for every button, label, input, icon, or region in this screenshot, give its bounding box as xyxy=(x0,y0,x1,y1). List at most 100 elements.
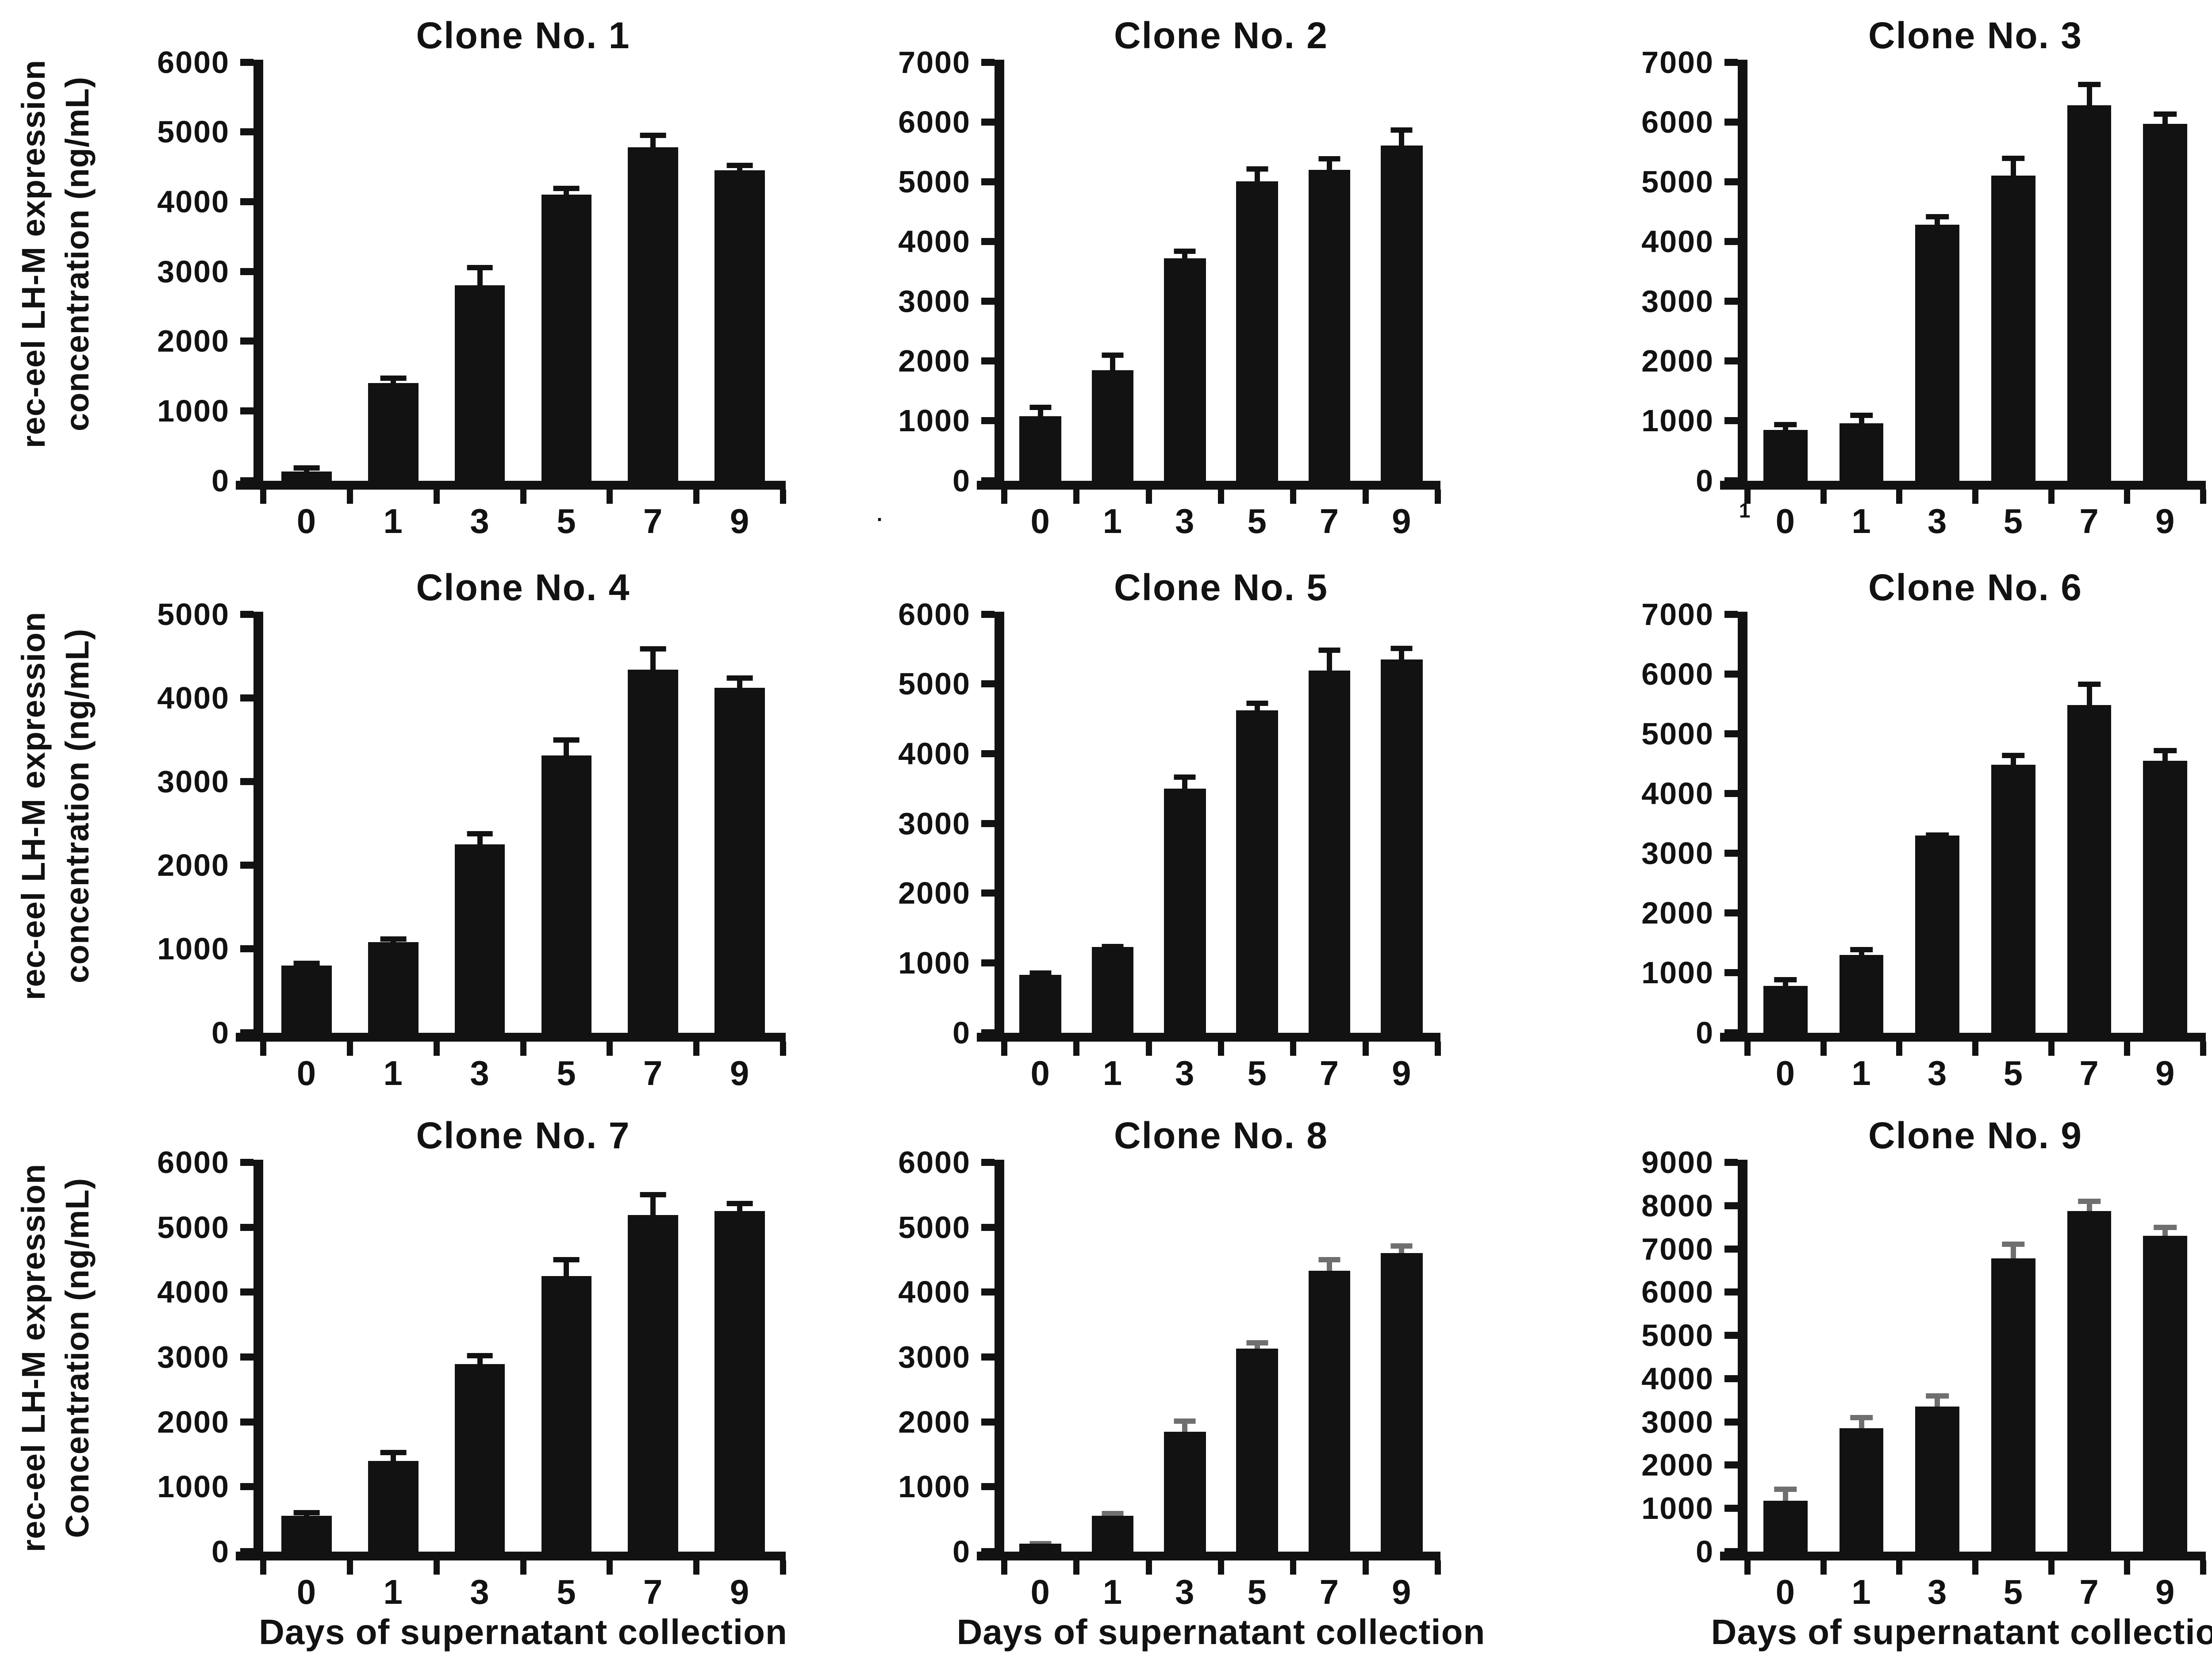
x-tick-label: 9 xyxy=(1392,1572,1412,1611)
y-tick xyxy=(981,298,995,305)
x-tick-label: 1 xyxy=(1851,501,1871,540)
x-tick xyxy=(1290,489,1297,504)
x-tick-label: 5 xyxy=(557,501,576,540)
y-axis-label-line: Concentration (ng/mL) xyxy=(59,1177,96,1538)
plot-area: 0 1000 2000 3000 4000 5000 6000 xyxy=(157,47,786,504)
chart-cell-clone-2: Clone No. 2 0 1000 2000 3000 4000 5000 6000 7000… xyxy=(795,0,1590,552)
x-tick xyxy=(693,489,700,504)
error-cap xyxy=(726,675,753,681)
y-tick xyxy=(1724,1505,1738,1512)
y-tick-label: 5000 xyxy=(157,115,230,150)
x-tick xyxy=(1820,489,1827,504)
bar-day-1 xyxy=(1839,954,1884,1033)
x-tick xyxy=(2048,489,2055,504)
x-tick-label: 7 xyxy=(2079,1053,2099,1092)
y-tick-label: 4000 xyxy=(898,1275,971,1310)
x-tick-label: 3 xyxy=(1927,501,1947,540)
x-tick xyxy=(1073,1041,1080,1056)
bar-day-1 xyxy=(1091,370,1134,481)
error-bar xyxy=(477,265,483,290)
y-tick xyxy=(981,238,995,245)
x-tick xyxy=(2124,1560,2131,1575)
y-tick xyxy=(1724,1548,1738,1555)
y-tick xyxy=(1724,1029,1738,1036)
x-tick-label: 3 xyxy=(1927,1053,1947,1092)
x-tick-label: 1 xyxy=(1851,1572,1871,1611)
y-tick-label: 2000 xyxy=(898,1404,971,1439)
y-tick xyxy=(981,1159,995,1166)
y-tick xyxy=(981,889,995,897)
x-tick xyxy=(260,489,266,504)
x-tick-labels: 0 1 3 5 7 9 xyxy=(263,1033,783,1104)
y-axis-label-text: rec-eel LH-M expression Concentration (ng… xyxy=(12,1164,99,1552)
chart-title: Clone No. 1 xyxy=(416,14,630,56)
chart-cell-clone-7: rec-eel LH-M expression Concentration (ng… xyxy=(0,1104,795,1656)
chart-title: Clone No. 5 xyxy=(1114,566,1329,608)
y-tick xyxy=(1724,357,1738,365)
y-tick xyxy=(981,178,995,185)
chart-cell-clone-1: rec-eel LH-M expression concentration (ng… xyxy=(0,0,795,552)
error-cap xyxy=(1246,701,1268,706)
bar-day-7 xyxy=(1308,671,1351,1033)
x-tick-label: 1 xyxy=(1102,1572,1123,1611)
x-tick xyxy=(693,1560,700,1575)
y-tick xyxy=(981,1353,995,1361)
error-cap xyxy=(2154,1224,2177,1230)
y-tick xyxy=(981,118,995,126)
x-tick xyxy=(1218,1041,1224,1056)
error-cap xyxy=(640,646,666,652)
error-cap xyxy=(293,960,320,966)
x-tick-label: 7 xyxy=(2079,501,2099,540)
x-tick xyxy=(1435,1560,1441,1575)
y-axis-spine xyxy=(995,611,1004,1042)
error-cap xyxy=(1390,645,1413,651)
x-tick xyxy=(2124,1041,2131,1056)
y-tick xyxy=(240,1353,253,1361)
error-cap xyxy=(1390,127,1413,133)
error-cap xyxy=(1318,1257,1340,1263)
x-tick xyxy=(780,489,786,504)
x-tick-label: 9 xyxy=(2155,1053,2175,1092)
x-tick xyxy=(433,1041,440,1056)
y-tick-label: 7000 xyxy=(1641,597,1714,632)
bar-day-1 xyxy=(1839,423,1884,481)
chart-cell-clone-3: Clone No. 3 0 1000 2000 3000 4000 5000 6000 7000… xyxy=(1590,0,2212,552)
bar-day-9 xyxy=(714,170,765,481)
bar-day-0 xyxy=(1019,416,1062,481)
bar-day-0 xyxy=(1019,1544,1062,1552)
bar-day-3 xyxy=(454,1364,505,1552)
x-tick-label: 0 xyxy=(296,501,317,540)
y-tick xyxy=(1724,850,1738,857)
y-tick-label: 1000 xyxy=(157,393,230,428)
y-tick-label: 5000 xyxy=(898,1210,971,1245)
bar-day-3 xyxy=(1164,1431,1206,1552)
x-tick-label: 7 xyxy=(643,1053,663,1092)
y-axis-spine xyxy=(995,1160,1004,1560)
x-tick xyxy=(260,1041,266,1056)
bar-day-7 xyxy=(1308,169,1351,481)
y-tick-label: 1000 xyxy=(898,1469,971,1504)
bar-day-1 xyxy=(1091,1516,1134,1552)
x-tick xyxy=(346,1041,353,1056)
y-tick xyxy=(981,750,995,758)
x-tick xyxy=(1896,489,1903,504)
bar-day-9 xyxy=(714,1211,765,1552)
error-cap xyxy=(467,831,493,836)
y-tick xyxy=(240,268,253,275)
x-tick xyxy=(1362,1041,1369,1056)
y-tick-label: 4000 xyxy=(1641,1361,1714,1396)
x-tick xyxy=(520,1560,526,1575)
bar-day-9 xyxy=(1380,1253,1423,1552)
y-tick-label: 4000 xyxy=(157,1275,230,1310)
error-cap xyxy=(2002,155,2025,161)
x-tick xyxy=(607,489,613,504)
x-tick-label: 5 xyxy=(1247,1572,1267,1611)
y-tick xyxy=(240,862,253,869)
x-axis-label: Days of supernatant collection xyxy=(956,1612,1486,1652)
error-cap xyxy=(1774,977,1797,982)
plot-area: 0 1000 2000 3000 4000 5000 6000 7000 xyxy=(898,47,1441,504)
y-tick xyxy=(981,959,995,966)
x-tick xyxy=(1145,1560,1152,1575)
x-tick-label: 7 xyxy=(1319,501,1340,540)
